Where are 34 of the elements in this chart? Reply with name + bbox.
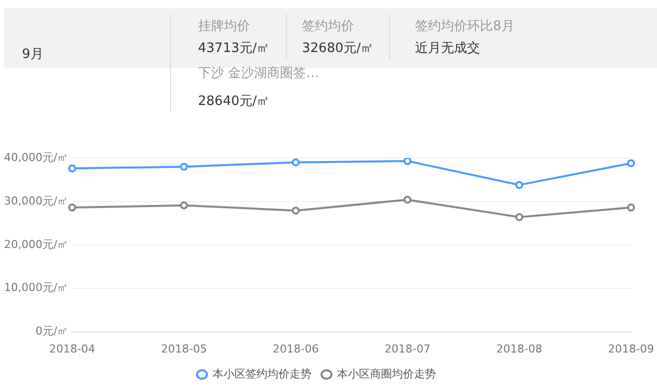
point (515, 213, 524, 222)
y-tick-label: 10,000元/㎡ (4, 281, 68, 294)
y-tick-label: 40,000元/㎡ (4, 150, 68, 164)
x-tick-label: 2018-06 (272, 342, 319, 356)
text: 28640元/㎡ (198, 93, 270, 110)
x-tick-label: 2018-08 (496, 342, 542, 356)
text: 签约均价环比8月 (415, 18, 514, 35)
point (515, 180, 524, 189)
legend-label: 本小区商圈均价走势 (337, 367, 436, 380)
text: 挂牌均价 (198, 18, 250, 35)
text: 签约均价 (302, 18, 354, 35)
point (627, 204, 636, 212)
point (180, 162, 188, 171)
text: 下沙 金沙湖商圈签… (198, 65, 320, 82)
y-tick-label: 30,000元/㎡ (4, 194, 68, 208)
point (68, 164, 76, 172)
point (292, 206, 300, 215)
text: 近月无成交 (415, 40, 480, 57)
y-tick-label: 20,000元/㎡ (4, 238, 68, 251)
x-tick-label: 2018-04 (49, 342, 96, 356)
text: 32680元/㎡ (302, 40, 374, 57)
point (292, 158, 300, 166)
point (627, 159, 636, 168)
x-tick-label: 2018-05 (160, 342, 207, 356)
point (180, 201, 188, 210)
point (403, 196, 412, 204)
legend-label: 本小区签约均价走势 (212, 367, 312, 380)
text: 43713元/㎡ (198, 40, 270, 57)
text: 9月 (22, 46, 44, 63)
y-tick-label: 0元/㎡ (35, 324, 68, 338)
point (403, 158, 412, 166)
x-tick-label: 2018-09 (608, 342, 654, 356)
point (68, 204, 76, 212)
x-tick-label: 2018-07 (384, 342, 430, 356)
